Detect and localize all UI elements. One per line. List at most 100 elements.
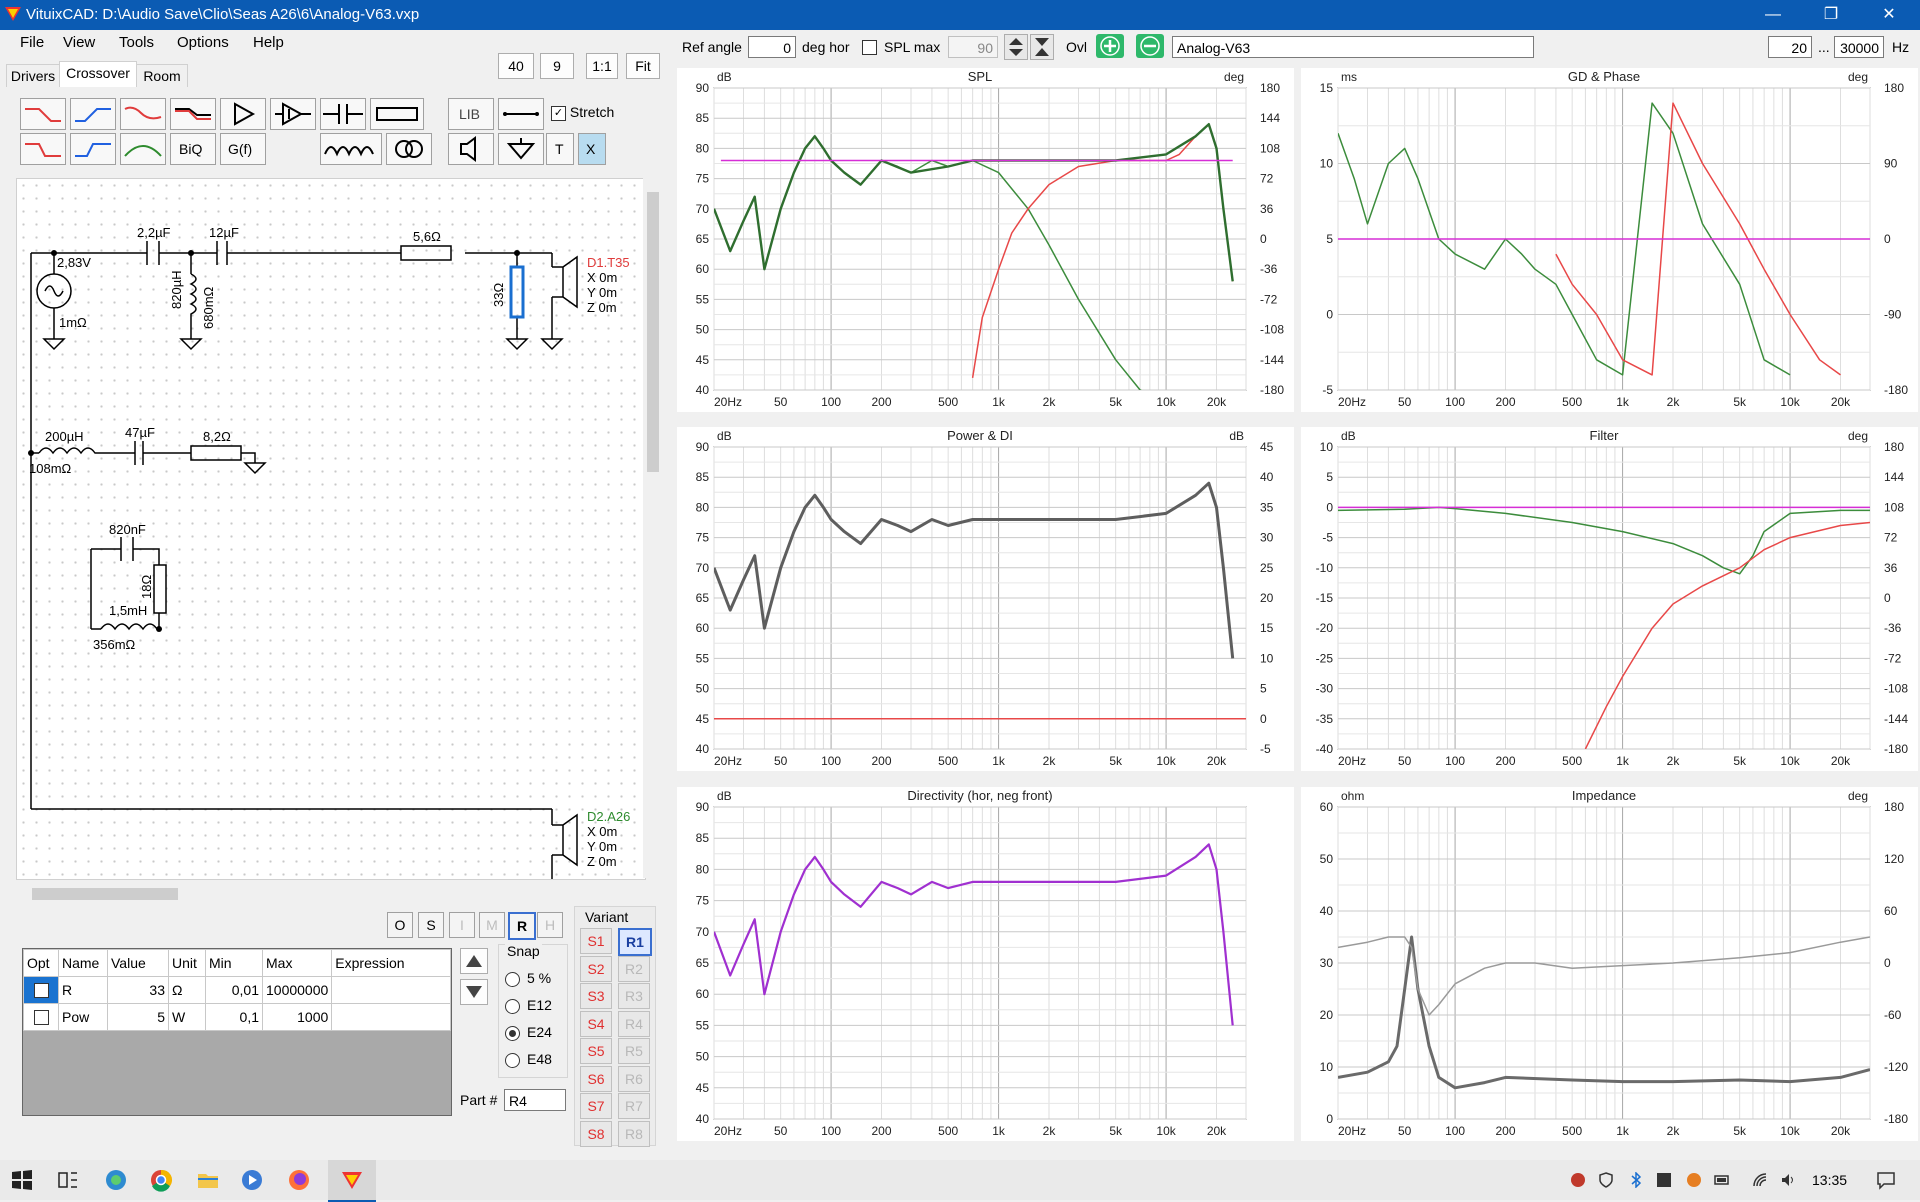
file-explorer-icon[interactable] (196, 1168, 220, 1192)
move-up-button[interactable] (460, 948, 488, 974)
one-to-one-button[interactable]: 1:1 (586, 53, 618, 79)
opt-cell[interactable] (23, 976, 59, 1004)
tab-drivers[interactable]: Drivers (6, 64, 60, 87)
biquad-button[interactable]: BiQ (170, 133, 216, 165)
variant-r8-button[interactable]: R8 (618, 1120, 650, 1147)
tray-battery-icon[interactable] (1714, 1172, 1730, 1188)
media-player-icon[interactable] (240, 1168, 264, 1192)
clock[interactable]: 13:35 (1812, 1172, 1848, 1188)
min-cell[interactable]: 0,1 (205, 1003, 263, 1031)
variant-r7-button[interactable]: R7 (618, 1093, 650, 1119)
schematic-horizontal-scrollbar[interactable] (16, 884, 644, 902)
tab-room[interactable]: Room (136, 64, 188, 87)
directivity-chart[interactable]: 90 85 80 75 70 65 60 55 50 45 40 20Hz 50 100 200 500 1k 2… (677, 787, 1294, 1141)
filter-chart[interactable]: 10 5 0 -5 -10 -15 -20 -25 -30 -35 -40 180 144 108 72 36… (1301, 427, 1918, 771)
spl-max-input[interactable]: 90 (948, 36, 998, 58)
part-number-input[interactable]: R4 (504, 1089, 566, 1111)
variant-r1-button[interactable]: R1 (618, 928, 652, 956)
variant-s8-button[interactable]: S8 (580, 1120, 612, 1147)
freq-max-input[interactable]: 30000 (1834, 36, 1884, 58)
variant-r4-button[interactable]: R4 (618, 1010, 650, 1037)
spl-chart[interactable]: 90 85 80 75 70 65 60 55 50 45 40 180 144 108 72 36 0 -36 -… (677, 68, 1294, 412)
chart-svg-3[interactable]: 1050-5-10-15-20-25-30-35-401801441087236… (1301, 427, 1918, 771)
table-row[interactable]: R 33 Ω 0,01 10000000 (23, 976, 451, 1004)
mode-o-button[interactable]: O (387, 912, 413, 938)
variant-r3-button[interactable]: R3 (618, 983, 650, 1009)
power-di-chart[interactable]: 90 85 80 75 70 65 60 55 50 45 40 45 40 35 30 25 20 15 10 5 0… (677, 427, 1294, 771)
restore-button[interactable]: ❐ (1823, 6, 1839, 23)
tray-app-icon[interactable] (1656, 1172, 1672, 1188)
opt-checkbox[interactable] (33, 1010, 49, 1026)
highpass-blue-2-button[interactable] (70, 133, 116, 165)
inductor-button[interactable] (320, 133, 382, 165)
selected-resistor-r4[interactable] (509, 265, 525, 319)
schematic-vertical-scrollbar[interactable] (643, 178, 661, 878)
tray-wifi-icon[interactable] (1752, 1172, 1768, 1188)
library-button[interactable]: LIB (448, 98, 494, 130)
buffer-button[interactable] (270, 98, 316, 130)
snap-e48-radio[interactable] (505, 1053, 520, 1068)
ground-button[interactable] (498, 133, 544, 165)
tray-bluetooth-icon[interactable] (1628, 1172, 1644, 1188)
opt-cell[interactable] (23, 1003, 59, 1031)
variant-s4-button[interactable]: S4 (580, 1010, 612, 1037)
minimize-button[interactable]: — (1765, 6, 1781, 23)
shelf-button[interactable] (170, 98, 216, 130)
variant-name-input[interactable]: Analog-V63 (1172, 36, 1534, 58)
ref-angle-input[interactable]: 0 (748, 36, 796, 58)
menu-view[interactable]: View (63, 34, 96, 51)
variant-r5-button[interactable]: R5 (618, 1038, 650, 1064)
menu-file[interactable]: File (20, 34, 45, 51)
vertical-scroll-thumb[interactable] (647, 192, 659, 472)
opt-checkbox[interactable] (33, 983, 49, 999)
mode-r-button[interactable]: R (508, 912, 536, 940)
edge-browser-icon[interactable] (104, 1168, 128, 1192)
snap-5pct-radio[interactable] (505, 972, 520, 987)
chart-svg-2[interactable]: 9085807570656055504540454035302520151050… (677, 427, 1294, 771)
text-button[interactable]: T (546, 133, 574, 165)
variant-s2-button[interactable]: S2 (580, 955, 612, 982)
tray-circle-icon[interactable] (1686, 1172, 1702, 1188)
snap-e12-radio[interactable] (505, 999, 520, 1014)
driver-button[interactable] (448, 133, 494, 165)
value-cell[interactable]: 33 (107, 976, 169, 1004)
fit-button[interactable]: Fit (626, 53, 660, 79)
tray-shield-icon[interactable] (1598, 1172, 1614, 1188)
overlay-remove-button[interactable] (1136, 34, 1164, 58)
chart-svg-0[interactable]: 90 85 80 75 70 65 60 55 50 45 40 180 144 108 72 36 0 -36 -… (677, 68, 1294, 412)
highpass-blue-button[interactable] (70, 98, 116, 130)
horizontal-scroll-thumb[interactable] (32, 888, 178, 900)
variant-s3-button[interactable]: S3 (580, 983, 612, 1009)
max-cell[interactable]: 1000 (261, 1003, 333, 1031)
expression-cell[interactable] (331, 976, 451, 1004)
mode-s-button[interactable]: S (418, 912, 444, 938)
value-cell[interactable]: 5 (107, 1003, 169, 1031)
snap-e24-radio[interactable] (505, 1026, 520, 1041)
delete-button[interactable]: X (578, 133, 606, 165)
lowpass-red-button[interactable] (20, 98, 66, 130)
resistor-button[interactable] (370, 98, 424, 130)
schematic-canvas[interactable]: 2,83V 1mΩ 2,2µF 12µF 820µH 680mΩ 5,6Ω 33… (16, 178, 646, 903)
freq-min-input[interactable]: 20 (1768, 36, 1812, 58)
name-cell[interactable]: R (58, 976, 108, 1004)
variant-s7-button[interactable]: S7 (580, 1093, 612, 1119)
spl-max-checkbox[interactable] (862, 40, 877, 55)
peak-green-button[interactable] (120, 133, 166, 165)
menu-options[interactable]: Options (177, 34, 229, 51)
menu-tools[interactable]: Tools (119, 34, 155, 51)
chrome-icon[interactable] (149, 1168, 173, 1192)
windows-start-icon[interactable] (10, 1168, 34, 1192)
mode-m-button[interactable]: M (479, 912, 505, 938)
amplifier-button[interactable] (220, 98, 266, 130)
menu-help[interactable]: Help (253, 34, 284, 51)
vituixcad-taskbar-button[interactable] (328, 1160, 376, 1202)
move-down-button[interactable] (460, 979, 488, 1005)
chart-svg-4[interactable]: 90 85 80 75 70 65 60 55 50 45 40 20Hz 50 100 200 500 1k 2… (677, 787, 1294, 1141)
firefox-icon[interactable] (287, 1168, 311, 1192)
min-cell[interactable]: 0,01 (205, 976, 263, 1004)
tray-security-icon[interactable] (1570, 1172, 1586, 1188)
stretch-checkbox[interactable]: ✓ Stretch (551, 104, 614, 121)
tab-crossover[interactable]: Crossover (59, 61, 137, 87)
